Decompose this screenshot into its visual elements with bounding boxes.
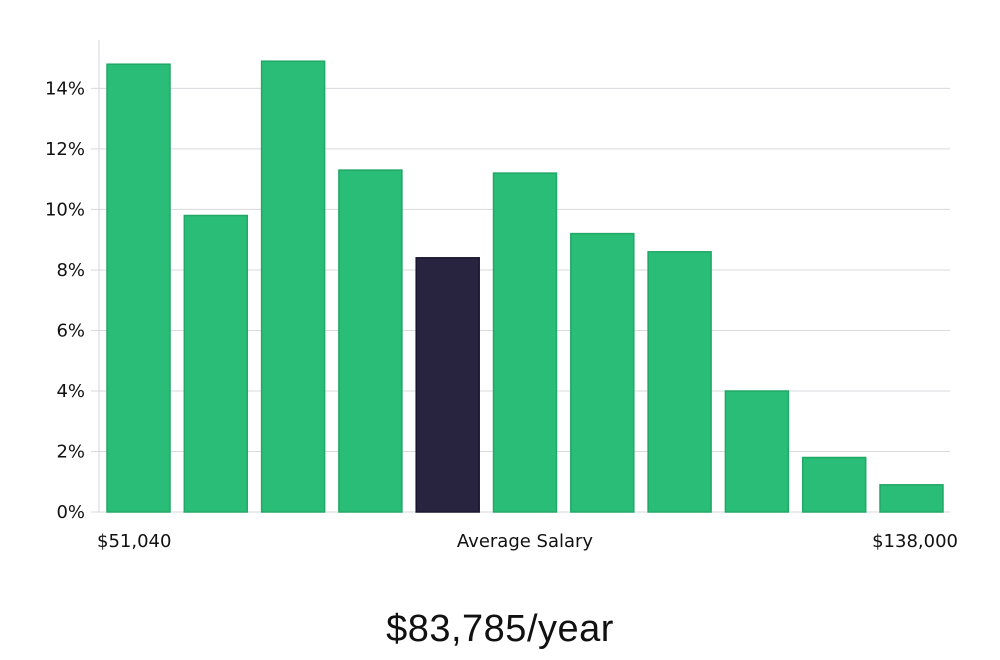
bar	[724, 390, 790, 513]
bar	[260, 60, 326, 513]
average-salary-caption: $83,785/year	[386, 608, 614, 650]
salary-histogram: 0% 2% 4% 6% 8% 10% 12% 14% $51,040 Average Sala…	[45, 40, 958, 552]
bar-average-highlight	[415, 257, 480, 513]
bar	[647, 251, 712, 513]
y-tick-label: 4%	[56, 381, 85, 402]
y-tick-label: 8%	[56, 260, 85, 281]
y-axis-ticks: 0% 2% 4% 6% 8% 10% 12% 14%	[45, 78, 85, 523]
bar	[338, 169, 403, 513]
x-right-label: $138,000	[872, 531, 958, 552]
y-tick-label: 2%	[56, 441, 85, 462]
y-tick-label: 14%	[45, 78, 85, 99]
y-tick-label: 0%	[56, 502, 85, 523]
x-center-label: Average Salary	[457, 531, 594, 552]
bar	[183, 214, 249, 513]
bar	[801, 456, 867, 513]
y-tick-label: 10%	[45, 199, 85, 220]
bar	[570, 232, 635, 513]
x-left-label: $51,040	[97, 531, 171, 552]
bars	[106, 60, 944, 513]
bar	[492, 172, 558, 513]
y-tick-label: 12%	[45, 139, 85, 160]
bar	[879, 484, 944, 513]
y-tick-label: 6%	[56, 320, 85, 341]
bar	[106, 63, 171, 513]
